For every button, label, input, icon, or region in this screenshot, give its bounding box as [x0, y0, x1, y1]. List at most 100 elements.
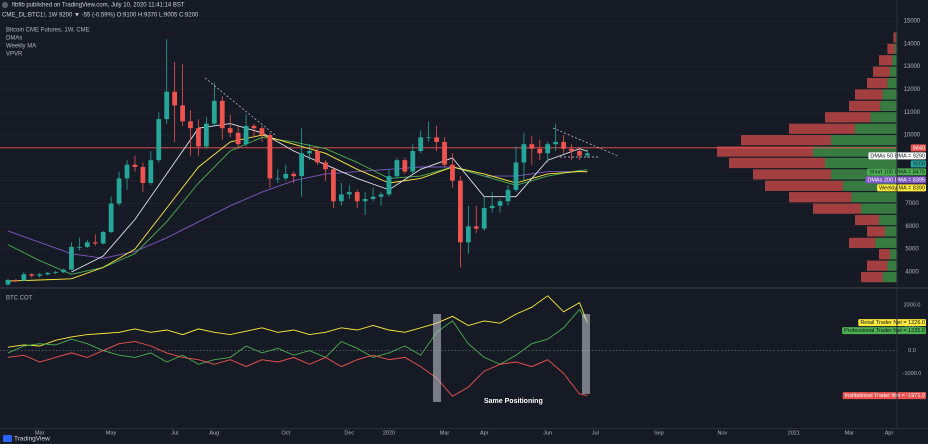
candle-body: [497, 201, 503, 206]
candle-body: [513, 162, 519, 190]
candle-body: [100, 232, 106, 244]
x-tick-label: Apr: [885, 430, 894, 436]
candle-body: [442, 141, 447, 165]
candle-body: [370, 196, 376, 199]
highlight-bar: [582, 314, 590, 394]
price-tag-label: Retail Trader Net = 1226.0: [860, 320, 925, 326]
candle-body: [156, 119, 162, 161]
volume-profile-down: [813, 203, 861, 214]
volume-profile-up: [889, 249, 897, 260]
candle-body: [140, 167, 146, 183]
y-tick-label: 5000: [905, 247, 919, 253]
candle-body: [585, 153, 590, 156]
candle-body: [354, 192, 360, 202]
candle-body: [553, 141, 559, 145]
moving-average-line: [7, 166, 588, 259]
x-tick-label: May: [106, 430, 117, 436]
volume-profile-up: [882, 89, 897, 100]
volume-profile-down: [717, 146, 813, 157]
candle-body: [529, 144, 535, 149]
volume-profile-down: [765, 180, 843, 191]
volume-profile-up: [895, 32, 897, 43]
candle-body: [259, 128, 265, 136]
candle-body: [521, 144, 527, 163]
trend-line: [204, 77, 276, 136]
x-tick-label: 2020: [383, 430, 395, 436]
candle-body: [394, 160, 400, 177]
candle-body: [450, 164, 455, 181]
volume-profile-up: [831, 169, 897, 180]
candle-body: [227, 128, 233, 133]
indicator-label: Weekly MA: [6, 44, 36, 50]
y-tick-label: 0.0: [908, 348, 916, 354]
volume-profile-up: [892, 55, 897, 66]
volume-profile-up: [875, 237, 897, 248]
candle-body: [315, 151, 320, 163]
volume-profile-down: [861, 271, 883, 283]
y-tick-label: -1000.0: [903, 371, 922, 377]
candle-body: [124, 164, 130, 179]
indicator-label: VPVR: [6, 52, 23, 58]
x-tick-label: Mar: [845, 430, 855, 436]
avatar: [2, 2, 8, 8]
volume-profile-up: [880, 100, 897, 112]
candle-body: [569, 148, 574, 152]
highlight-bar: [433, 314, 441, 402]
volume-profile-down: [849, 237, 876, 248]
candle-body: [505, 189, 511, 202]
candle-body: [211, 100, 217, 124]
candle-body: [299, 153, 305, 177]
volume-profile-up: [851, 192, 897, 203]
background-layer: [0, 20, 897, 351]
volume-profile-down: [867, 77, 888, 89]
price-tag: [877, 184, 926, 192]
cot-line: [7, 295, 588, 348]
candle-body: [196, 128, 201, 147]
volume-profile-up: [870, 112, 897, 123]
x-tick-label: Jul: [592, 430, 599, 436]
candle-body: [378, 194, 384, 197]
price-tag-label: Weekly MA = 8390: [879, 185, 925, 191]
volume-profile-up: [855, 123, 897, 134]
candle-body: [37, 274, 43, 276]
x-tick-label: Nov: [717, 430, 727, 436]
chart-title: Bitcoin CME Futures, 1W, CME: [6, 28, 90, 34]
y-tick-label: 2000.0: [904, 302, 921, 308]
volume-profile-up: [861, 203, 897, 214]
y-tick-label: 7000: [905, 201, 919, 207]
candle-body: [53, 272, 58, 274]
volume-profile-down: [879, 249, 890, 260]
candle-body: [116, 178, 122, 204]
candle-body: [235, 132, 241, 145]
y-tick-label: 11000: [904, 110, 921, 116]
volume-profile-down: [867, 260, 888, 271]
x-tick-label: Apr: [480, 430, 489, 436]
volume-profile-up: [825, 157, 897, 169]
x-tick-label: Sep: [654, 430, 664, 436]
price-tag: [910, 160, 926, 168]
candle-body: [410, 151, 416, 172]
publisher-line: fibfib published on TradingView.com, Jul…: [12, 3, 185, 9]
candle-body: [577, 151, 582, 156]
candle-body: [251, 125, 257, 129]
pane-title: BTC COT: [6, 296, 33, 302]
candle-body: [164, 91, 170, 120]
volume-profile-down: [855, 89, 883, 100]
candle-body: [108, 203, 114, 233]
price-tag: [865, 176, 926, 184]
volume-profile-up: [887, 260, 897, 271]
candle-body: [402, 160, 408, 172]
price-tag: [842, 392, 926, 400]
candle-body: [283, 173, 289, 179]
volume-profile-down: [729, 157, 825, 169]
candle-body: [323, 162, 328, 170]
footer-brand: TradingView: [14, 436, 50, 443]
cot-line: [7, 308, 588, 365]
candle-body: [561, 141, 566, 149]
candle-body: [61, 269, 66, 273]
volume-profile-down: [753, 169, 831, 180]
volume-profile-down: [867, 226, 885, 237]
candle-body: [76, 246, 82, 248]
